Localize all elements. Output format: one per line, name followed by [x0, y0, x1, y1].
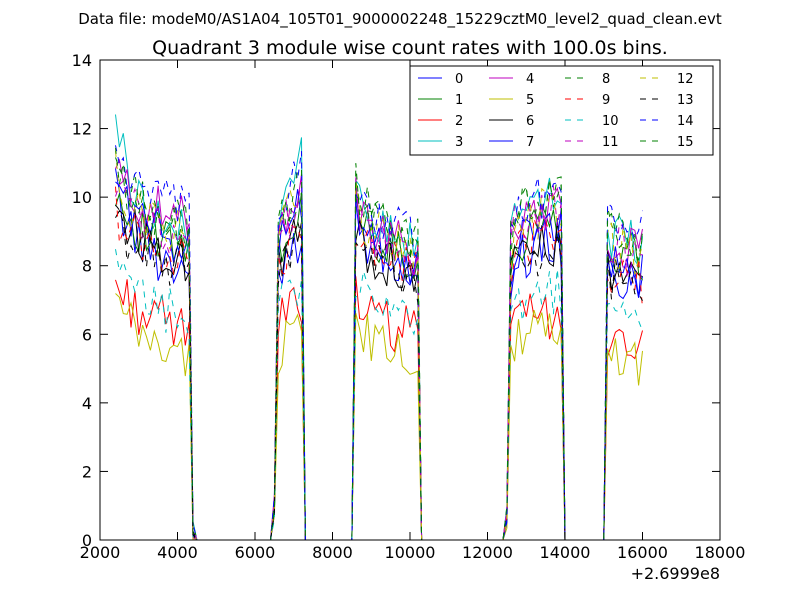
x-tick-label: 14000: [540, 543, 591, 562]
legend-label-3: 3: [455, 135, 463, 150]
legend-label-11: 11: [602, 135, 619, 150]
legend-label-1: 1: [455, 93, 463, 108]
legend-label-15: 15: [677, 135, 694, 150]
plot-frame: [99, 59, 721, 541]
x-tick-label: 16000: [617, 543, 668, 562]
x-tick-label: 2000: [80, 543, 121, 562]
x-tick-label: 6000: [235, 543, 276, 562]
legend-label-14: 14: [677, 114, 694, 129]
series-line-5: [115, 293, 643, 540]
x-tick-label: 18000: [695, 543, 746, 562]
suptitle: Data file: modeM0/AS1A04_105T01_90000022…: [78, 10, 722, 29]
y-tick-label: 12: [72, 120, 92, 139]
series-line-9: [115, 186, 643, 540]
legend-label-10: 10: [602, 114, 619, 129]
chart-title: Quadrant 3 module wise count rates with …: [152, 37, 668, 59]
legend-label-4: 4: [526, 72, 534, 87]
y-tick-label: 4: [82, 394, 92, 413]
legend-frame: [409, 65, 714, 156]
y-tick-label: 0: [82, 531, 92, 550]
series-line-14: [115, 145, 643, 540]
y-tick-label: 8: [82, 257, 92, 276]
x-tick-label: 10000: [385, 543, 436, 562]
legend-label-9: 9: [602, 93, 610, 108]
series-line-2: [115, 276, 643, 540]
series-line-8: [115, 157, 643, 540]
legend-label-5: 5: [526, 93, 534, 108]
legend-label-6: 6: [526, 114, 534, 129]
y-tick-label: 6: [82, 325, 92, 344]
y-tick-label: 14: [72, 51, 92, 70]
legend-label-7: 7: [526, 135, 534, 150]
series-layer: [115, 114, 643, 540]
ticks-layer: 2000 4000 6000 8000 10000 12000 14000 16000 1800…: [72, 51, 746, 562]
y-tick-label: 2: [82, 462, 92, 481]
series-line-13: [115, 204, 643, 540]
legend-label-2: 2: [455, 114, 463, 129]
series-line-12: [115, 151, 643, 540]
legend-label-8: 8: [602, 72, 610, 87]
x-tick-label: 12000: [462, 543, 513, 562]
x-tick-label: 4000: [157, 543, 198, 562]
series-line-7: [115, 181, 643, 540]
series-line-1: [115, 189, 643, 540]
series-line-11: [115, 177, 643, 540]
legend-label-13: 13: [677, 93, 694, 108]
x-offset-label: +2.6999e8: [631, 564, 720, 583]
legend-label-0: 0: [455, 72, 463, 87]
series-line-10: [115, 249, 643, 540]
series-line-4: [115, 158, 643, 540]
x-tick-label: 8000: [312, 543, 353, 562]
y-tick-label: 10: [72, 188, 92, 207]
legend-label-12: 12: [677, 72, 694, 87]
